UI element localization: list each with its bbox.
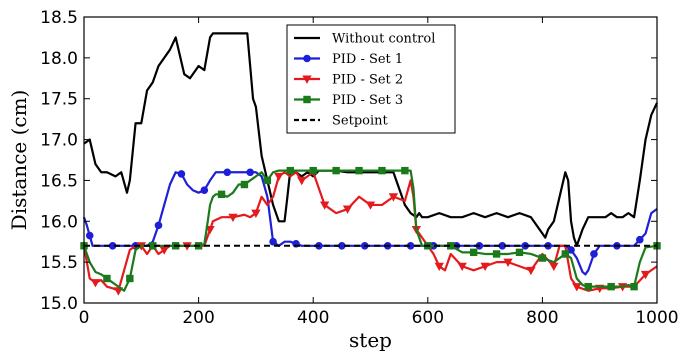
- data-point: [274, 172, 284, 182]
- y-axis-title: Distance (cm): [7, 90, 31, 231]
- y-tick-label: 15.5: [40, 253, 78, 273]
- legend-entry-setpoint: Setpoint: [294, 114, 389, 129]
- series-without-control: [83, 32, 658, 247]
- data-point: [526, 266, 536, 276]
- series-pid-set-2: [82, 171, 658, 296]
- data-point: [503, 258, 513, 267]
- data-point: [388, 193, 399, 202]
- legend-label: PID - Set 2: [332, 73, 403, 88]
- data-point: [434, 262, 444, 272]
- data-point: [103, 274, 111, 283]
- data-point: [228, 213, 238, 223]
- data-point: [332, 166, 340, 175]
- y-tick-label: 17.5: [40, 90, 78, 110]
- data-point: [342, 205, 353, 214]
- data-point: [205, 225, 215, 235]
- x-tick-label: 800: [526, 308, 558, 328]
- data-point: [286, 166, 294, 175]
- y-tick-label: 18.0: [40, 49, 78, 69]
- data-point: [457, 262, 467, 272]
- data-point: [223, 168, 232, 177]
- legend-marker: [303, 95, 311, 104]
- x-tick-label: 0: [79, 308, 90, 328]
- data-point: [200, 186, 209, 195]
- y-tick-label: 18.5: [40, 8, 78, 28]
- data-point: [538, 254, 547, 262]
- legend-entry-without-control: Without control: [294, 32, 435, 47]
- legend: Without control PID - Set 1 PID - Set 2 PID…: [286, 24, 456, 134]
- data-point: [607, 282, 615, 291]
- data-point: [320, 201, 330, 210]
- x-tick-label: 200: [182, 308, 214, 328]
- legend-label: PID - Set 3: [332, 93, 403, 108]
- legend-entry-pid-set-3: PID - Set 3: [294, 93, 403, 108]
- data-point: [584, 282, 592, 291]
- data-point: [240, 180, 249, 189]
- data-point: [492, 250, 501, 258]
- data-point: [251, 209, 261, 218]
- x-tick-label: 1000: [635, 308, 678, 328]
- data-point: [630, 282, 638, 291]
- data-point: [309, 166, 317, 175]
- data-point: [177, 170, 186, 178]
- data-point: [572, 283, 582, 292]
- series-pid-set-1: [82, 168, 658, 276]
- data-point: [246, 168, 254, 177]
- y-tick-label: 16.5: [40, 171, 78, 191]
- x-tick-label: 400: [297, 308, 329, 328]
- data-point: [567, 246, 575, 254]
- y-tick-label: 17.0: [40, 131, 78, 151]
- y-tick-label: 16.0: [40, 212, 78, 232]
- data-point: [401, 166, 409, 175]
- data-point: [355, 166, 363, 175]
- data-point: [640, 270, 651, 280]
- legend-marker: [303, 54, 311, 63]
- series-line-without-control: [83, 32, 658, 247]
- data-point: [217, 190, 226, 199]
- data-point: [263, 176, 272, 185]
- legend-entry-pid-set-1: PID - Set 1: [294, 52, 403, 67]
- legend-marker: [302, 75, 312, 84]
- legend-label: Without control: [332, 32, 435, 47]
- legend-label: PID - Set 1: [332, 52, 403, 67]
- y-tick-label: 15.0: [40, 294, 78, 314]
- data-point: [90, 279, 101, 288]
- axes-layer: 0 200 400 600 800 1000 15.0 15.5 16.0 16.5 17.0 17.…: [40, 8, 678, 328]
- data-point: [469, 248, 478, 257]
- data-point: [126, 274, 134, 283]
- data-point: [297, 176, 307, 186]
- data-point: [515, 248, 524, 257]
- legend-label: Setpoint: [332, 114, 389, 129]
- plot-frame: [83, 16, 658, 304]
- data-point: [154, 221, 163, 230]
- data-point: [269, 237, 277, 246]
- data-point: [549, 262, 559, 272]
- series-line-pid-set-2: [82, 171, 658, 292]
- data-point: [590, 250, 598, 258]
- x-tick-label: 600: [412, 308, 444, 328]
- data-point: [85, 231, 94, 240]
- data-point: [636, 235, 644, 244]
- data-point: [480, 262, 490, 272]
- x-axis-title: step: [349, 328, 392, 352]
- data-point: [378, 166, 386, 175]
- legend-entry-pid-set-2: PID - Set 2: [294, 73, 403, 88]
- data-point: [365, 201, 376, 210]
- data-point: [561, 250, 570, 258]
